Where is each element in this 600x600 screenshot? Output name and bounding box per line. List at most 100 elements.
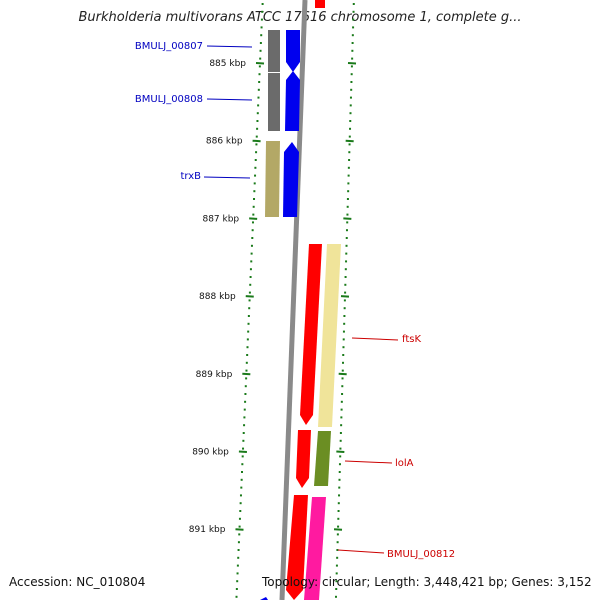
- minor-tick-left: [247, 322, 250, 325]
- tick-right-890: [336, 450, 345, 453]
- minor-tick-right: [352, 18, 355, 21]
- label-bmulj-00807[interactable]: BMULJ_00807: [135, 41, 203, 52]
- minor-tick-left: [237, 549, 240, 551]
- minor-tick-left: [249, 276, 252, 278]
- minor-tick-left: [257, 88, 260, 91]
- label-ftsk[interactable]: ftsK: [402, 334, 421, 345]
- minor-tick-left: [252, 205, 255, 208]
- minor-tick-left: [242, 432, 245, 434]
- tick-890: [238, 450, 247, 453]
- label-bmulj-00808[interactable]: BMULJ_00808: [135, 94, 203, 105]
- minor-tick-right: [348, 159, 351, 161]
- minor-tick-left: [235, 595, 238, 598]
- minor-tick-right: [344, 276, 347, 278]
- minor-tick-right: [335, 572, 338, 575]
- minor-tick-right: [345, 252, 348, 255]
- minor-tick-left: [254, 174, 257, 177]
- minor-tick-left: [251, 237, 254, 239]
- minor-tick-right: [349, 104, 352, 107]
- minor-tick-left: [259, 49, 262, 52]
- label-bmulj-00812[interactable]: BMULJ_00812: [387, 549, 455, 560]
- minor-tick-left: [261, 10, 264, 13]
- gene-bmulj-00807-rna-bar[interactable]: [268, 30, 280, 72]
- minor-tick-right: [341, 393, 344, 395]
- backbone: [279, 0, 308, 600]
- minor-tick-right: [341, 385, 344, 388]
- minor-tick-left: [248, 299, 251, 302]
- minor-tick-right: [347, 190, 350, 193]
- gene-trxb-rna-bar[interactable]: [265, 141, 280, 217]
- gene-bmulj-00812-bar[interactable]: [304, 497, 326, 600]
- minor-tick-left: [259, 42, 262, 44]
- minor-tick-left: [244, 385, 247, 388]
- minor-tick-left: [258, 73, 261, 76]
- minor-tick-left: [243, 408, 246, 411]
- tick-886: [252, 139, 261, 143]
- minor-tick-right: [346, 213, 349, 216]
- minor-ticks: [235, 3, 355, 598]
- minor-tick-left: [244, 400, 247, 403]
- minor-tick-left: [251, 229, 254, 232]
- minor-tick-left: [247, 330, 250, 333]
- minor-tick-right: [350, 65, 353, 68]
- minor-tick-left: [243, 416, 246, 419]
- minor-tick-left: [250, 244, 253, 247]
- minor-tick-right: [346, 221, 349, 224]
- minor-tick-right: [336, 541, 339, 544]
- gene-bmulj-00812-red-bar[interactable]: [286, 495, 308, 600]
- minor-tick-left: [258, 81, 261, 83]
- tick-label-888: 888 kbp: [199, 292, 236, 302]
- gene-lola-red-bar[interactable]: [296, 430, 311, 488]
- minor-tick-left: [252, 213, 255, 216]
- gene-ftsk-bar[interactable]: [318, 244, 341, 427]
- minor-tick-right: [346, 198, 349, 200]
- minor-tick-right: [340, 408, 343, 411]
- minor-tick-left: [242, 447, 245, 450]
- minor-tick-right: [349, 120, 352, 122]
- minor-tick-left: [248, 307, 251, 310]
- minor-tick-right: [351, 42, 354, 44]
- minor-tick-right: [338, 494, 341, 497]
- gene-bmulj-00808-protein-bar[interactable]: [285, 71, 300, 131]
- minor-tick-right: [336, 556, 339, 559]
- minor-tick-left: [241, 471, 244, 473]
- minor-tick-right: [340, 416, 343, 419]
- tick-887: [249, 217, 258, 220]
- gene-bmulj-00807-protein-bar[interactable]: [286, 30, 300, 72]
- minor-tick-left: [256, 120, 259, 122]
- minor-tick-left: [236, 564, 239, 567]
- minor-tick-right: [336, 533, 339, 536]
- minor-tick-right: [338, 471, 341, 473]
- minor-tick-left: [256, 112, 259, 115]
- minor-tick-right: [341, 377, 344, 380]
- minor-tick-left: [236, 572, 239, 575]
- minor-tick-right: [347, 174, 350, 177]
- minor-tick-right: [343, 299, 346, 302]
- minor-tick-left: [250, 260, 253, 263]
- minor-tick-right: [349, 127, 352, 130]
- tick-marks: 885 kbp 886 kbp 887 kbp 888 kbp 889 kbp 890 k…: [189, 59, 357, 535]
- minor-tick-left: [245, 377, 248, 380]
- accession-text: Accession: NC_010804: [9, 575, 146, 589]
- gene-partial-top-arrow: [315, 0, 325, 8]
- gene-lola-bar[interactable]: [314, 431, 331, 486]
- minor-tick-right: [344, 283, 347, 286]
- minor-tick-right: [335, 580, 338, 583]
- minor-tick-right: [352, 26, 355, 29]
- minor-tick-left: [260, 18, 263, 21]
- tick-891: [235, 528, 244, 531]
- minor-tick-left: [238, 533, 241, 536]
- gene-trxb-protein-bar[interactable]: [283, 142, 299, 217]
- leader-bmulj-00812: [337, 549, 385, 554]
- gene-bmulj-00808-rna-bar[interactable]: [268, 73, 280, 131]
- minor-tick-right: [350, 88, 353, 91]
- minor-tick-right: [343, 315, 346, 317]
- label-trxb[interactable]: trxB: [180, 171, 201, 182]
- minor-tick-left: [253, 198, 256, 200]
- gene-ftsk-red-bar[interactable]: [300, 244, 322, 425]
- minor-tick-right: [349, 96, 352, 99]
- minor-tick-left: [246, 338, 249, 341]
- label-lola[interactable]: lolA: [395, 458, 414, 469]
- minor-tick-left: [246, 354, 249, 356]
